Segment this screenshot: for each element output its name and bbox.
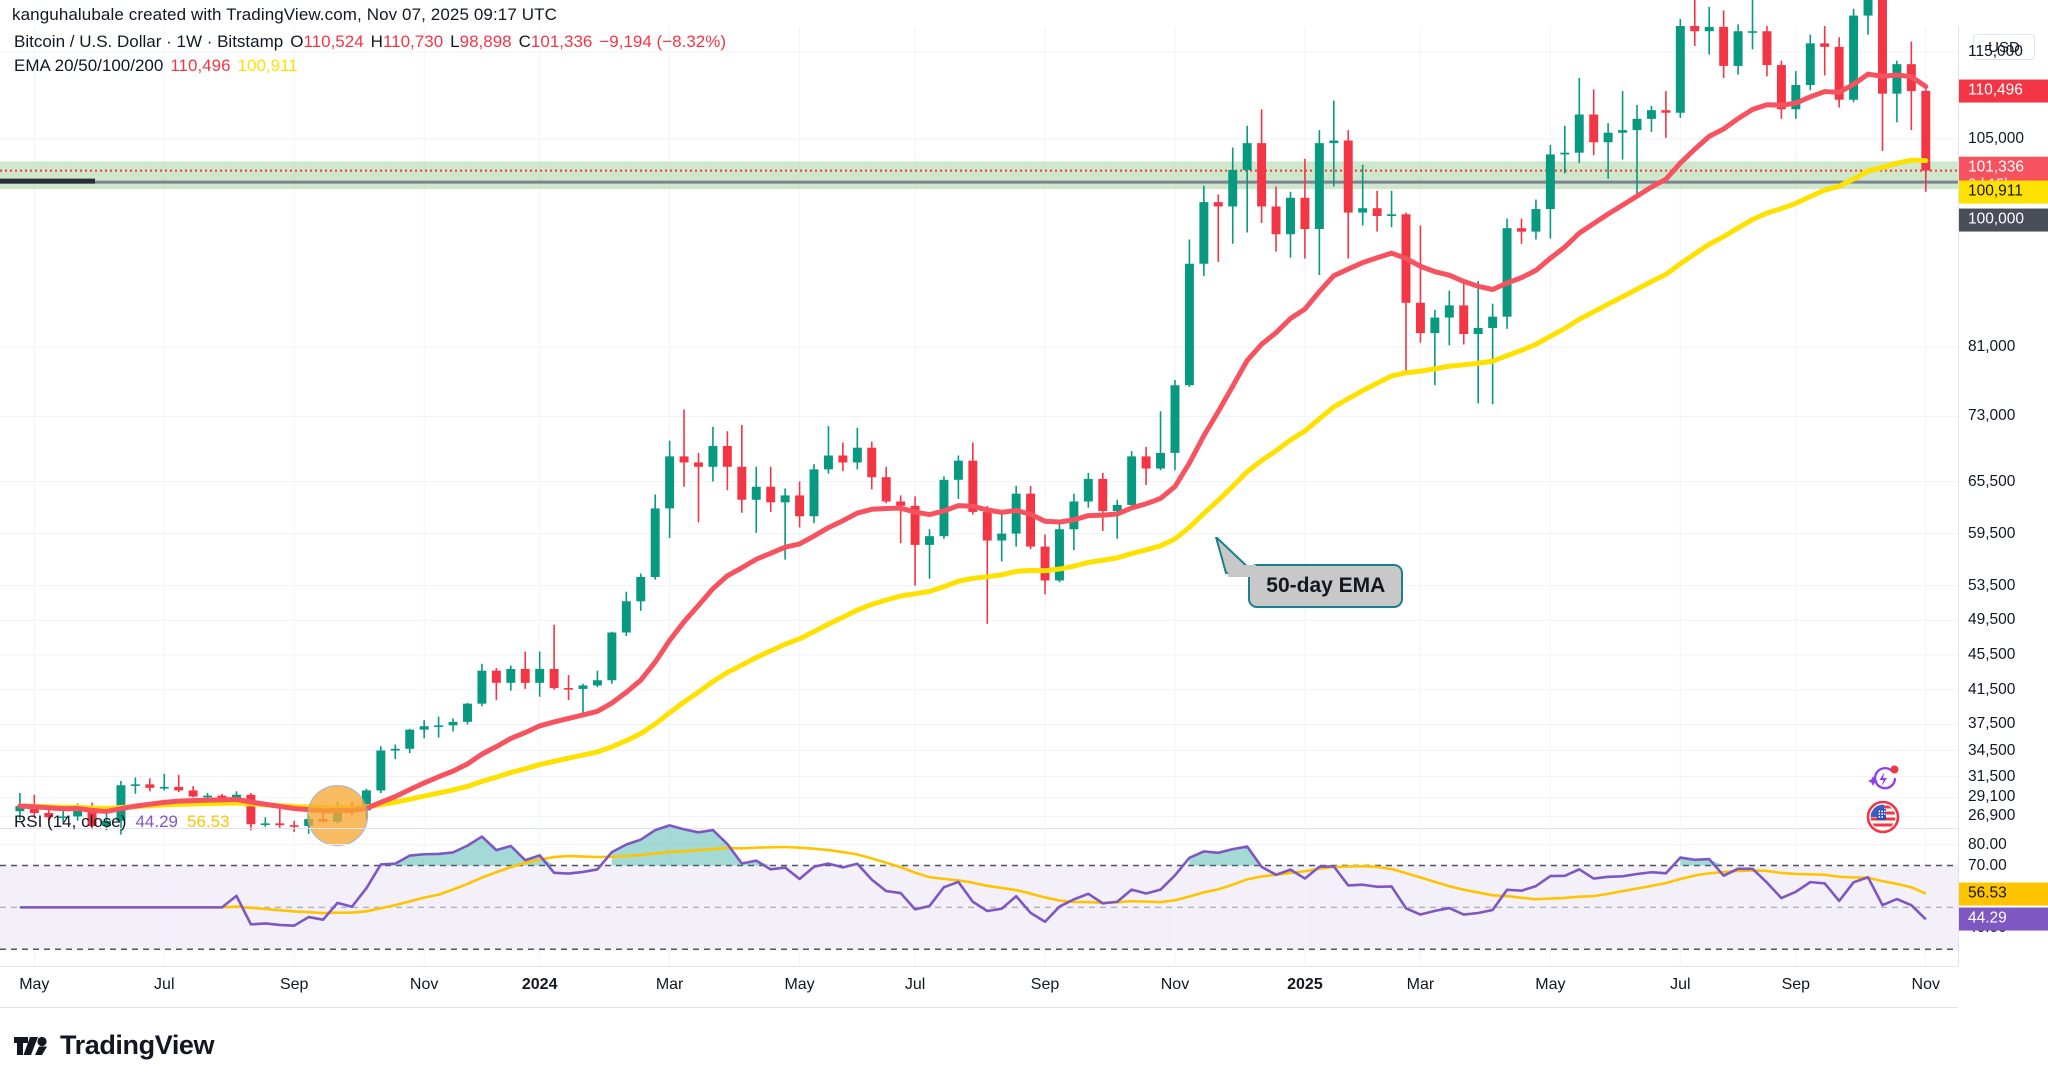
time-tick-label: Nov: [409, 976, 439, 993]
price-tick-label: 65,500: [1968, 472, 2016, 490]
time-scale[interactable]: May Jul Sep Nov 2024 Mar May Jul Sep Nov 2025 Mar Ma…: [0, 966, 1958, 1008]
rsi-badge[interactable]: 44.29: [1959, 907, 2048, 931]
time-tick-label: 2025: [1287, 976, 1323, 993]
price-tick-label: 29,100: [1968, 788, 2016, 806]
us-market-badge-button[interactable]: [1866, 800, 1900, 834]
price-badge-value: 101,336: [1968, 158, 2025, 176]
pane-separator: [0, 828, 1958, 829]
price-tick-label: 31,500: [1968, 767, 2016, 785]
price-tick-label: 73,000: [1968, 407, 2016, 425]
price-badge[interactable]: 110,496: [1959, 79, 2048, 103]
price-tick-label: 45,500: [1968, 646, 2016, 664]
currency-label[interactable]: USD: [1973, 34, 2035, 60]
ai-assistant-button[interactable]: [1866, 762, 1900, 796]
time-tick-label: Mar: [1406, 976, 1435, 993]
chart-area[interactable]: 50-day EMA: [0, 0, 1958, 966]
annotation-label: 50-day EMA: [1266, 573, 1386, 597]
annotation-50-day-ema[interactable]: 50-day EMA: [1215, 536, 1404, 608]
time-tick-label: May: [19, 976, 50, 993]
price-chart-canvas[interactable]: [0, 0, 1958, 847]
time-tick-label: May: [784, 976, 815, 993]
price-scale[interactable]: USD 115,000 105,000 81,000 73,000 65,500 59,5…: [1958, 26, 2048, 966]
tradingview-logo-text: TradingView: [60, 1030, 215, 1060]
price-tick-label: 49,500: [1968, 611, 2016, 629]
price-tick-label: 59,500: [1968, 524, 2016, 542]
price-tick-label: 115,000: [1968, 43, 2023, 61]
time-tick-label: Mar: [655, 976, 684, 993]
price-tick-label: 81,000: [1968, 338, 2016, 356]
rsi-tick-label: 70.00: [1968, 856, 2007, 874]
attribution-text: kanguhalubale created with TradingView.c…: [12, 5, 557, 24]
time-tick-label: Sep: [1030, 976, 1060, 993]
rsi-badge[interactable]: 56.53: [1959, 882, 2048, 906]
tradingview-logo-icon: [14, 1036, 47, 1055]
time-tick-label: Jul: [1670, 976, 1691, 993]
footer-branding: TradingView: [14, 1030, 215, 1061]
time-tick-label: Nov: [1160, 976, 1190, 993]
highlight-circle-annotation[interactable]: [306, 784, 369, 847]
rsi-chart-canvas[interactable]: [0, 824, 1958, 966]
price-tick-label: 34,500: [1968, 741, 2016, 759]
time-tick-label: Nov: [1911, 976, 1941, 993]
price-badge-value: 100,911: [1968, 182, 2023, 200]
price-pane[interactable]: [0, 0, 1958, 847]
time-tick-label: Sep: [1781, 976, 1811, 993]
price-tick-label: 37,500: [1968, 715, 2016, 733]
price-badge[interactable]: 100,000: [1959, 208, 2048, 232]
time-tick-label: May: [1535, 976, 1566, 993]
price-badge-value: 110,496: [1968, 81, 2023, 99]
price-tick-label: 105,000: [1968, 129, 2025, 147]
callout-pointer-icon: [1215, 536, 1257, 577]
sparkle-lightning-icon: [1868, 765, 1899, 790]
rsi-tick-label: 80.00: [1968, 835, 2007, 853]
time-tick-label: 2024: [521, 976, 558, 993]
price-tick-label: 41,500: [1968, 680, 2016, 698]
rsi-pane[interactable]: [0, 824, 1958, 966]
time-tick-label: Jul: [154, 976, 175, 993]
time-tick-label: Sep: [279, 976, 309, 993]
price-badge[interactable]: 100,911: [1959, 180, 2048, 204]
price-tick-label: 26,900: [1968, 807, 2016, 825]
price-tick-label: 53,500: [1968, 576, 2016, 594]
price-badge-value: 100,000: [1968, 210, 2025, 228]
us-flag-building-icon: [1866, 800, 1900, 834]
time-tick-label: Jul: [904, 976, 926, 993]
